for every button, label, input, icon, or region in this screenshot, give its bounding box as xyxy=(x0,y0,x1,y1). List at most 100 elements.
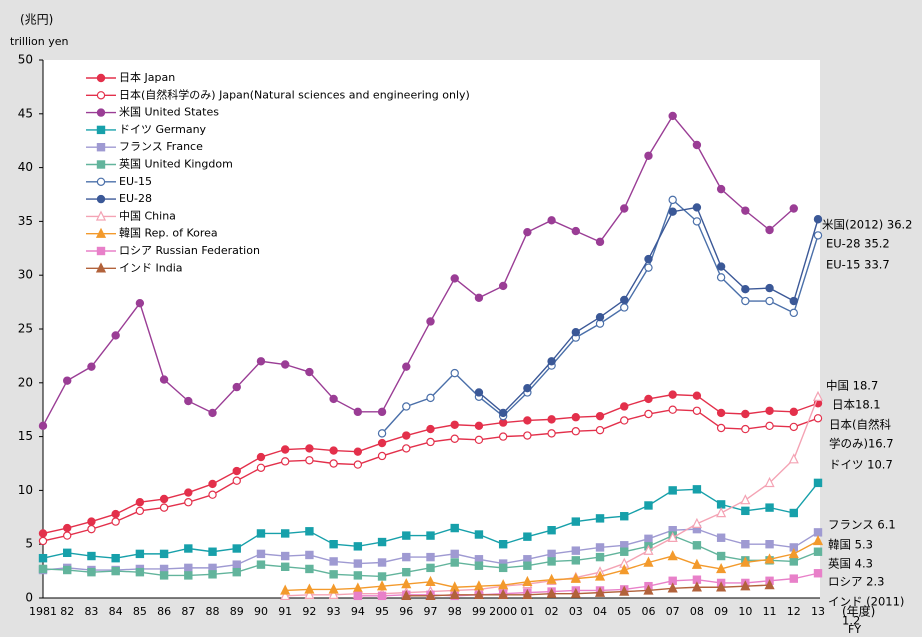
point xyxy=(620,416,629,425)
point xyxy=(789,204,798,213)
point xyxy=(402,552,411,562)
series xyxy=(38,390,823,538)
point xyxy=(812,535,824,546)
point xyxy=(377,429,387,438)
point xyxy=(305,444,314,453)
point xyxy=(813,478,823,488)
x-tick-label: 10 xyxy=(738,605,752,618)
point xyxy=(595,411,605,421)
point xyxy=(280,457,290,466)
point xyxy=(813,528,823,537)
legend-label: 中国 China xyxy=(119,209,176,222)
legend-label: 日本 Japan xyxy=(119,70,175,84)
point xyxy=(329,446,338,455)
point xyxy=(280,562,290,571)
annotation: 日本(自然科 xyxy=(829,418,891,432)
point xyxy=(304,588,315,599)
y-tick-label: 0 xyxy=(25,591,33,605)
point xyxy=(63,548,72,558)
point xyxy=(595,514,605,523)
point xyxy=(280,584,291,595)
point xyxy=(668,111,677,121)
legend-marker xyxy=(96,194,106,204)
x-tick-label: 01 xyxy=(520,605,534,618)
point xyxy=(716,273,726,282)
point xyxy=(716,507,727,518)
point xyxy=(377,558,387,567)
point xyxy=(377,451,387,461)
point xyxy=(620,512,629,521)
point xyxy=(644,254,653,264)
point xyxy=(765,296,774,306)
point xyxy=(644,409,653,419)
point xyxy=(620,402,629,411)
point xyxy=(208,479,217,489)
point xyxy=(184,571,193,580)
point xyxy=(498,588,509,599)
point xyxy=(449,588,460,599)
y-tick-label: 10 xyxy=(18,483,33,497)
point xyxy=(741,296,750,306)
point xyxy=(376,580,388,591)
point xyxy=(547,357,556,366)
point xyxy=(765,539,774,549)
point xyxy=(111,517,120,526)
point xyxy=(498,539,508,549)
point xyxy=(450,420,459,429)
point xyxy=(305,550,314,560)
point xyxy=(159,375,169,384)
point xyxy=(402,402,411,411)
x-tick-label: 06 xyxy=(641,605,655,618)
y-tick-label: 20 xyxy=(18,375,33,389)
point xyxy=(184,488,193,497)
point xyxy=(426,393,435,403)
point xyxy=(644,501,653,510)
x-tick-label: 93 xyxy=(327,605,341,618)
point xyxy=(135,498,145,507)
point xyxy=(111,553,120,563)
point xyxy=(426,531,435,540)
point xyxy=(111,331,120,340)
point xyxy=(256,463,266,473)
annotation: 中国 18.7 xyxy=(826,379,878,393)
point xyxy=(546,587,557,598)
point xyxy=(692,541,702,550)
point xyxy=(256,529,266,538)
x-tick-label: 92 xyxy=(302,605,316,618)
point xyxy=(547,526,556,535)
legend-marker xyxy=(96,73,106,83)
point xyxy=(522,588,533,599)
series xyxy=(280,535,824,595)
point xyxy=(135,506,145,516)
point xyxy=(716,551,726,561)
point xyxy=(38,529,48,538)
x-tick-label: 85 xyxy=(133,605,147,618)
legend-label: フランス France xyxy=(119,140,203,153)
point xyxy=(691,581,702,592)
point xyxy=(789,422,798,432)
point xyxy=(594,586,606,597)
point xyxy=(63,523,72,533)
point xyxy=(570,572,581,583)
point xyxy=(667,550,678,561)
point xyxy=(765,406,774,415)
point xyxy=(111,509,120,519)
point xyxy=(523,532,532,541)
y-tick-label: 25 xyxy=(18,322,33,336)
point xyxy=(644,151,653,160)
point xyxy=(377,407,387,417)
point xyxy=(692,485,702,494)
x-unit-label: (年度) xyxy=(842,604,875,619)
point xyxy=(741,409,750,419)
point xyxy=(498,432,508,441)
point xyxy=(377,537,387,547)
point xyxy=(692,391,702,400)
legend-marker xyxy=(96,108,106,117)
point xyxy=(716,563,727,574)
point xyxy=(716,184,726,194)
point xyxy=(571,517,581,526)
x-tick-label: 83 xyxy=(84,605,98,618)
point xyxy=(353,542,363,551)
point xyxy=(523,416,532,425)
point xyxy=(789,296,798,306)
